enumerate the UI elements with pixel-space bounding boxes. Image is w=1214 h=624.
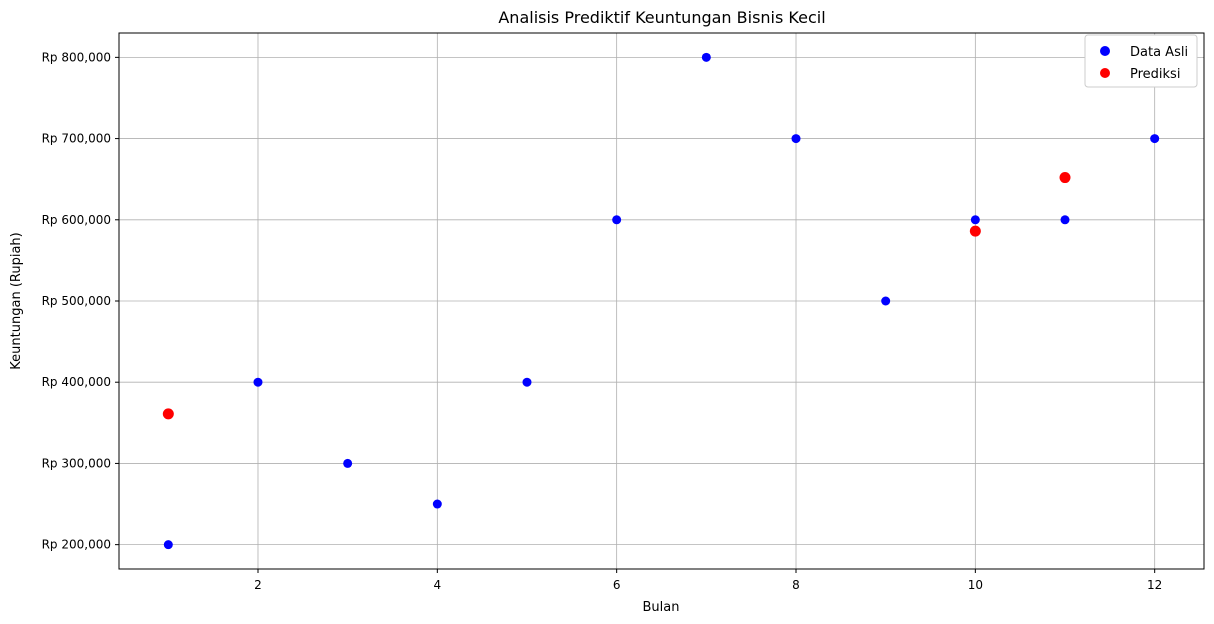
data-asli-point [163, 540, 173, 550]
data-asli-point [253, 377, 263, 387]
x-tick-label: 4 [434, 578, 442, 592]
data-asli-point [612, 215, 622, 225]
data-asli-point [701, 52, 711, 62]
prediksi-point [969, 225, 981, 237]
data-asli-point [791, 134, 801, 144]
y-tick-label: Rp 400,000 [42, 375, 111, 389]
axis-ticks: 2 4 6 8 10 12 Rp 200,000 Rp 300,000 Rp 400,000 Rp… [42, 50, 1163, 592]
legend-box [1084, 34, 1198, 88]
data-asli-point [881, 296, 891, 306]
grid [119, 33, 1204, 569]
legend-marker-prediksi [1100, 68, 1110, 78]
legend-label-data-asli: Data Asli [1130, 45, 1188, 60]
data-asli-point [343, 458, 353, 468]
legend-marker-data-asli [1100, 46, 1110, 56]
y-tick-label: Rp 500,000 [42, 294, 111, 308]
prediksi-point [1059, 172, 1071, 184]
x-tick-label: 2 [254, 578, 262, 592]
data-points [162, 52, 1160, 550]
data-asli-point [970, 215, 980, 225]
legend: Data Asli Prediksi [1084, 34, 1198, 88]
x-tick-label: 8 [792, 578, 800, 592]
data-asli-point [1060, 215, 1070, 225]
chart-title: Analisis Prediktif Keuntungan Bisnis Kec… [498, 8, 825, 27]
y-axis-title: Keuntungan (Rupiah) [9, 232, 24, 369]
prediksi-point [162, 408, 174, 420]
y-tick-label: Rp 300,000 [42, 456, 111, 470]
x-axis-title: Bulan [643, 600, 680, 615]
data-asli-point [522, 377, 532, 387]
x-tick-label: 6 [613, 578, 621, 592]
x-tick-label: 10 [968, 578, 983, 592]
y-tick-label: Rp 700,000 [42, 132, 111, 146]
data-asli-point [432, 499, 442, 509]
data-asli-point [1150, 134, 1160, 144]
y-tick-label: Rp 800,000 [42, 50, 111, 64]
y-tick-label: Rp 600,000 [42, 213, 111, 227]
y-tick-label: Rp 200,000 [42, 538, 111, 552]
legend-label-prediksi: Prediksi [1130, 67, 1180, 82]
x-tick-label: 12 [1147, 578, 1162, 592]
